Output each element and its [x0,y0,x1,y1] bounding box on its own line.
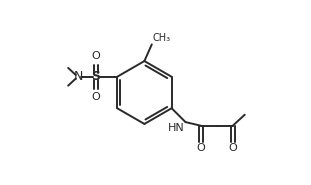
Text: CH₃: CH₃ [153,33,171,43]
Text: O: O [91,51,100,61]
Text: O: O [91,92,100,102]
Text: O: O [197,143,206,153]
Text: HN: HN [168,123,185,133]
Text: S: S [91,70,100,83]
Text: O: O [228,143,237,153]
Text: N: N [74,70,83,83]
